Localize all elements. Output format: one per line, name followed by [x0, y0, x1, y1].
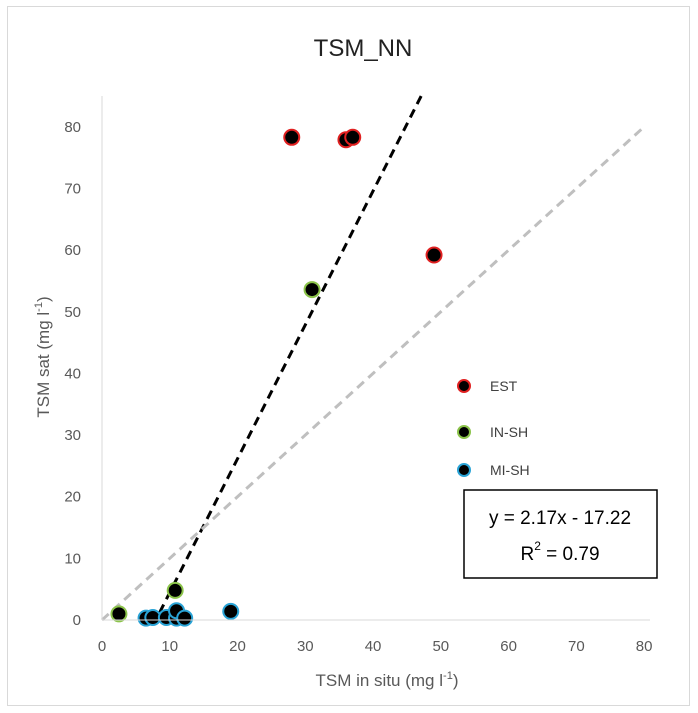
equation-box: y = 2.17x - 17.22 R2 = 0.79: [463, 489, 658, 579]
y-tick-label: 80: [64, 119, 81, 136]
plot-lines: [100, 95, 646, 622]
r-squared: R2 = 0.79: [520, 539, 599, 565]
x-tick-label: 10: [161, 638, 178, 655]
r-squared-label: R: [520, 544, 534, 565]
regression-equation: y = 2.17x - 17.22: [489, 508, 631, 529]
y-tick-label: 70: [64, 180, 81, 197]
x-axis-label: TSM in situ (mg l-1): [316, 670, 459, 690]
x-tick-label: 50: [432, 638, 449, 655]
legend-label-in-sh: IN-SH: [490, 424, 528, 440]
x-tick-label: 30: [297, 638, 314, 655]
x-axis-label-main: TSM in situ (mg l: [316, 671, 444, 690]
y-tick-label: 40: [64, 365, 81, 382]
point-est: [425, 246, 443, 264]
y-axis-label: TSM sat (mg l-1): [33, 296, 53, 417]
x-tick-label: 0: [98, 638, 106, 655]
point-in-sh: [303, 281, 321, 299]
y-tick-labels: 0 10 20 30 40 50 60 70 80: [64, 119, 81, 629]
y-axis-label-end: ): [34, 296, 53, 302]
x-tick-label: 20: [229, 638, 246, 655]
x-tick-labels: 0 10 20 30 40 50 60 70 80: [98, 638, 653, 655]
x-axis-label-sup: -1: [443, 670, 453, 682]
point-in-sh: [110, 605, 128, 623]
data-points: [110, 128, 443, 627]
y-tick-label: 50: [64, 304, 81, 321]
axes: [101, 96, 650, 621]
point-mi-sh: [222, 602, 240, 620]
point-est: [283, 128, 301, 146]
y-tick-label: 30: [64, 427, 81, 444]
r-squared-value: = 0.79: [541, 544, 600, 565]
point-est: [344, 128, 362, 146]
point-in-sh: [166, 581, 184, 599]
legend-marker-est: [457, 379, 471, 393]
y-axis-label-sup: -1: [33, 302, 45, 312]
legend-marker-in-sh: [457, 425, 471, 439]
one-to-one-line: [100, 125, 646, 622]
y-tick-label: 60: [64, 242, 81, 259]
y-tick-label: 10: [64, 550, 81, 567]
x-tick-label: 40: [365, 638, 382, 655]
point-mi-sh: [176, 609, 194, 627]
legend-label-est: EST: [490, 378, 518, 394]
chart-title: TSM_NN: [314, 35, 413, 62]
equation-box-border: [463, 489, 658, 579]
chart-frame: [7, 6, 690, 706]
x-axis-label-end: ): [453, 671, 459, 690]
legend-marker-mi-sh: [457, 463, 471, 477]
r-squared-sup: 2: [534, 539, 541, 553]
x-tick-label: 60: [500, 638, 517, 655]
y-axis-label-main: TSM sat (mg l: [34, 312, 53, 418]
legend: EST IN-SH MI-SH: [457, 378, 530, 478]
legend-label-mi-sh: MI-SH: [490, 462, 530, 478]
x-tick-label: 70: [568, 638, 585, 655]
y-tick-label: 20: [64, 489, 81, 506]
x-tick-label: 80: [636, 638, 653, 655]
y-tick-label: 0: [73, 612, 81, 629]
regression-line: [158, 95, 423, 614]
